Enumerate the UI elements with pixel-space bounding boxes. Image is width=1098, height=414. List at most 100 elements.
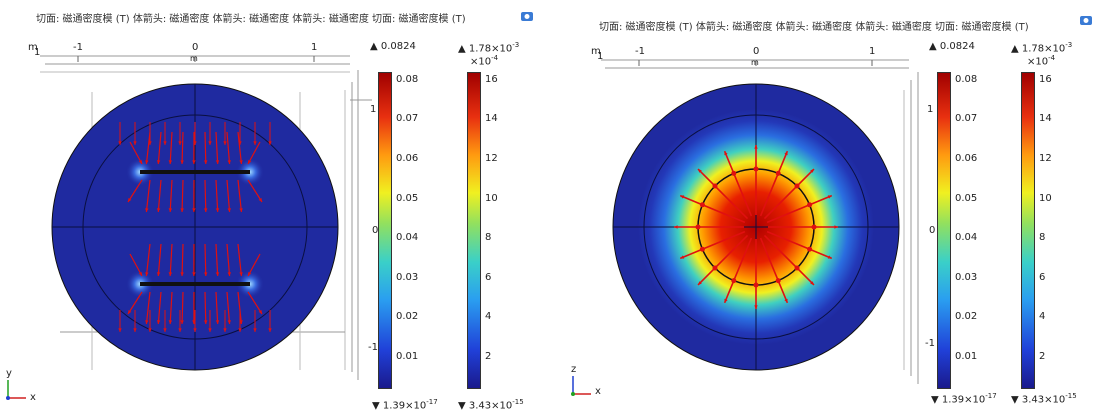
field-arrow <box>247 291 263 315</box>
colorbar1-max: ▲ 0.0824 <box>370 41 416 52</box>
x-axis-name: x <box>595 386 601 397</box>
conductor-dot <box>794 183 800 189</box>
axis-tick: 1 <box>34 47 41 58</box>
field-arrow <box>145 291 151 325</box>
field-arrow <box>181 131 184 165</box>
field-arrowhead <box>180 208 184 212</box>
field-arrowhead <box>148 141 152 145</box>
field-arrow <box>247 141 261 165</box>
field-arrow <box>215 243 219 277</box>
svg-text:1: 1 <box>370 104 376 115</box>
colorbar-tick-label: 0.06 <box>955 153 978 165</box>
field-arrowhead <box>193 328 197 332</box>
field-arrowhead <box>133 141 137 145</box>
camera-icon[interactable] <box>520 8 534 22</box>
field-arrowhead <box>827 255 832 259</box>
colorbar1-max: ▲ 0.0824 <box>929 41 975 52</box>
colorbar-tick-label: 4 <box>485 311 492 323</box>
field-arrowhead <box>180 160 184 164</box>
colorbar-tick-label: 0.07 <box>955 113 978 125</box>
field-arrow <box>226 243 231 277</box>
field-arrowhead <box>208 328 212 332</box>
field-arrow <box>169 243 173 277</box>
field-arrowhead <box>193 141 197 145</box>
colorbar-tick-label: 0.03 <box>955 271 978 283</box>
colorbar2-scale: ×10-4 <box>1027 54 1056 68</box>
colorbar-tick-label: 0.01 <box>396 351 419 363</box>
field-arrowhead <box>192 208 196 212</box>
colorbar-tick-label: 2 <box>1039 351 1046 363</box>
field-arrowhead <box>192 272 196 276</box>
colorbar-tick-label: 16 <box>1039 73 1052 85</box>
x-tick: 1 <box>869 46 876 57</box>
colorbar-tick-label: 0.06 <box>396 153 419 165</box>
svg-text:0: 0 <box>372 225 378 236</box>
field-arrowhead <box>253 328 257 332</box>
plot-area: 0 m 1 -1 <box>40 55 378 380</box>
field-arrow <box>237 131 243 165</box>
camera-icon[interactable] <box>1079 12 1093 26</box>
x-tick: 0 <box>192 42 199 53</box>
field-arrow <box>204 179 207 213</box>
field-arrow <box>237 243 243 277</box>
colorbar2-max: ▲ 1.78×10-3 <box>458 41 520 55</box>
axis-unit: m <box>28 42 38 53</box>
field-arrowhead <box>215 160 220 164</box>
x-tick: -1 <box>73 42 83 53</box>
field-arrow <box>181 291 184 325</box>
field-arrow <box>145 243 151 277</box>
conductor-dot <box>695 224 701 230</box>
field-arrowhead <box>754 145 758 149</box>
field-arrow <box>237 291 243 325</box>
field-arrow <box>697 168 749 220</box>
field-arrow <box>127 291 143 315</box>
field-arrowhead <box>208 141 212 145</box>
field-arrowhead <box>203 320 208 324</box>
field-arrow <box>759 150 789 217</box>
field-arrow <box>145 179 151 213</box>
colorbar-tick-label: 0.05 <box>396 192 419 204</box>
field-arrowhead <box>248 272 252 276</box>
conductor-top <box>140 170 250 174</box>
colorbar2-max: ▲ 1.78×10-3 <box>1011 41 1073 55</box>
conductor-dot <box>753 166 759 172</box>
field-arrowhead <box>680 255 685 259</box>
field-arrowhead <box>223 141 227 145</box>
conductor-dot <box>753 282 759 288</box>
plot-area: 0 m 1 -1 <box>601 59 939 384</box>
colorbar-tick-label: 14 <box>485 113 498 125</box>
conductor-dot <box>731 278 737 284</box>
conductor-dot <box>712 183 718 189</box>
field-arrowhead <box>145 160 149 164</box>
conductor-dot <box>731 170 737 176</box>
field-arrows <box>118 122 272 332</box>
colorbar-tick-label: 12 <box>1039 153 1052 165</box>
field-arrow <box>157 179 162 213</box>
field-arrowhead <box>178 141 182 145</box>
field-arrowhead <box>145 208 149 212</box>
field-arrowhead <box>145 272 149 276</box>
field-arrow <box>169 179 173 213</box>
field-arrowhead <box>227 160 232 164</box>
field-arrow <box>129 253 143 277</box>
field-arrow <box>204 243 207 277</box>
x-axis-name: x <box>30 392 36 403</box>
field-arrow <box>247 253 261 277</box>
field-arrowhead <box>810 281 814 285</box>
conductor-dot <box>699 202 705 208</box>
field-arrow <box>169 291 173 325</box>
field-arrow <box>181 179 184 213</box>
field-arrowhead <box>163 141 167 145</box>
field-arrow <box>763 234 815 286</box>
field-arrow <box>129 141 143 165</box>
colorbar1-min: ▼ 1.39×10-17 <box>372 398 438 412</box>
z-axis-name: z <box>571 364 577 375</box>
field-arrowhead <box>784 298 788 303</box>
field-arrowhead <box>268 141 272 145</box>
colorbar-tick-label: 0.08 <box>955 73 978 85</box>
field-arrowhead <box>145 320 149 324</box>
field-arrow <box>766 230 833 260</box>
colorbar-tick-label: 0.03 <box>396 271 419 283</box>
field-arrowhead <box>168 160 173 164</box>
field-arrow <box>226 179 231 213</box>
